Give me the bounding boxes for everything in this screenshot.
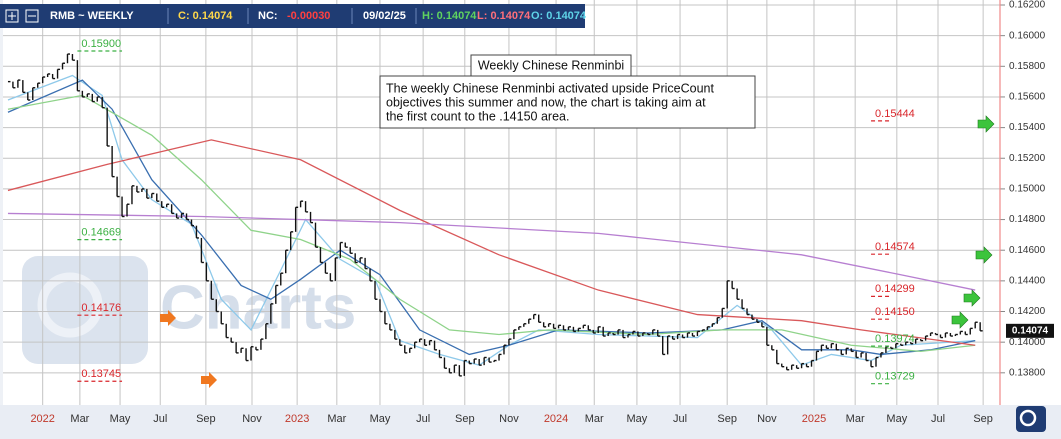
annotation-line: The weekly Chinese Renminbi activated up… (386, 81, 714, 95)
average-line (7, 212, 976, 291)
header-low: L: 0.14074 (477, 10, 531, 22)
overlay-layer: Weekly Chinese Renminbi The weekly Chine… (0, 0, 1054, 432)
x-tick-label: 2022 (30, 413, 54, 425)
average-line (7, 139, 976, 346)
count-label: 0.14150 (875, 306, 915, 318)
logo-mark (1019, 409, 1037, 427)
average-line (7, 74, 976, 366)
count-label: 0.15444 (875, 108, 915, 120)
header-icon[interactable] (25, 9, 39, 23)
y-tick-label: 0.14800 (1009, 214, 1046, 225)
average-line (7, 79, 976, 356)
y-tick-label: 0.16000 (1009, 30, 1046, 41)
count-label: 0.15900 (81, 38, 121, 50)
count-label: 0.13745 (81, 368, 121, 380)
x-tick-label: 2024 (544, 413, 568, 425)
last-price-box (1006, 323, 1054, 338)
x-tick-label: Jul (416, 413, 430, 425)
last-price-label: 0.14074 (1012, 325, 1049, 336)
arrow (201, 372, 217, 388)
x-tick-label: Jul (673, 413, 687, 425)
average-line (7, 94, 976, 353)
watermark-logo-mark (37, 272, 103, 338)
x-tick-label: May (627, 413, 648, 425)
arrow (975, 246, 993, 264)
x-tick-label: Mar (846, 413, 865, 425)
annotation-line: objectives this summer and now, the char… (386, 95, 706, 109)
x-axis-area (0, 405, 1061, 439)
y-tick-label: 0.15400 (1009, 122, 1046, 133)
header-nc-value: -0.00030 (287, 10, 330, 22)
y-tick-label: 0.15000 (1009, 184, 1046, 195)
y-tick-label: 0.15600 (1009, 92, 1046, 103)
chart-title: Weekly Chinese Renminbi (478, 58, 624, 72)
count-label: 0.14574 (875, 241, 915, 253)
header-bar (0, 4, 585, 28)
y-tick-label: 0.14600 (1009, 245, 1046, 256)
x-tick-label: Mar (327, 413, 346, 425)
header-nc-label: NC: (258, 10, 278, 22)
arrow (951, 311, 969, 329)
count-label: 0.14176 (81, 302, 121, 314)
watermark-layer: Charts (22, 256, 356, 364)
y-tick-label: 0.14200 (1009, 306, 1046, 317)
count-label: 0.13729 (875, 371, 915, 383)
x-tick-label: Nov (242, 413, 262, 425)
annotation-box (379, 75, 756, 129)
y-tick-label: 0.14400 (1009, 276, 1046, 287)
x-tick-label: May (370, 413, 391, 425)
count-label: 0.14299 (875, 283, 915, 295)
x-tick-label: Nov (499, 413, 519, 425)
x-tick-label: May (110, 413, 131, 425)
y-tick-label: 0.14000 (1009, 337, 1046, 348)
header-date: 09/02/25 (363, 10, 406, 22)
x-tick-label: Jul (931, 413, 945, 425)
arrow (963, 289, 981, 307)
header-high: H: 0.14074 (422, 10, 477, 22)
x-tick-label: Jul (153, 413, 167, 425)
x-tick-label: Sep (973, 413, 993, 425)
x-tick-label: Sep (196, 413, 216, 425)
x-tick-label: Nov (757, 413, 777, 425)
count-label: 0.14669 (81, 227, 121, 239)
x-tick-label: 2025 (802, 413, 826, 425)
y-tick-label: 0.15800 (1009, 61, 1046, 72)
x-tick-label: Mar (70, 413, 89, 425)
x-tick-label: Mar (585, 413, 604, 425)
y-tick-label: 0.16200 (1009, 0, 1046, 11)
y-tick-label: 0.15200 (1009, 153, 1046, 164)
arrow (977, 115, 995, 133)
header-symbol: RMB ~ WEEKLY (50, 10, 134, 22)
y-tick-label: 0.13800 (1009, 367, 1046, 378)
header-open: O: 0.14074 (531, 10, 587, 22)
watermark-text: Charts (160, 273, 356, 342)
count-label: 0.13974 (875, 333, 915, 345)
x-tick-label: May (886, 413, 907, 425)
x-tick-label: Sep (717, 413, 737, 425)
header-icon[interactable] (5, 9, 19, 23)
arrow (160, 310, 176, 326)
x-tick-label: 2023 (285, 413, 309, 425)
header-close: C: 0.14074 (178, 10, 233, 22)
x-tick-label: Sep (455, 413, 475, 425)
annotation-line: the first count to the .14150 area. (386, 109, 569, 123)
